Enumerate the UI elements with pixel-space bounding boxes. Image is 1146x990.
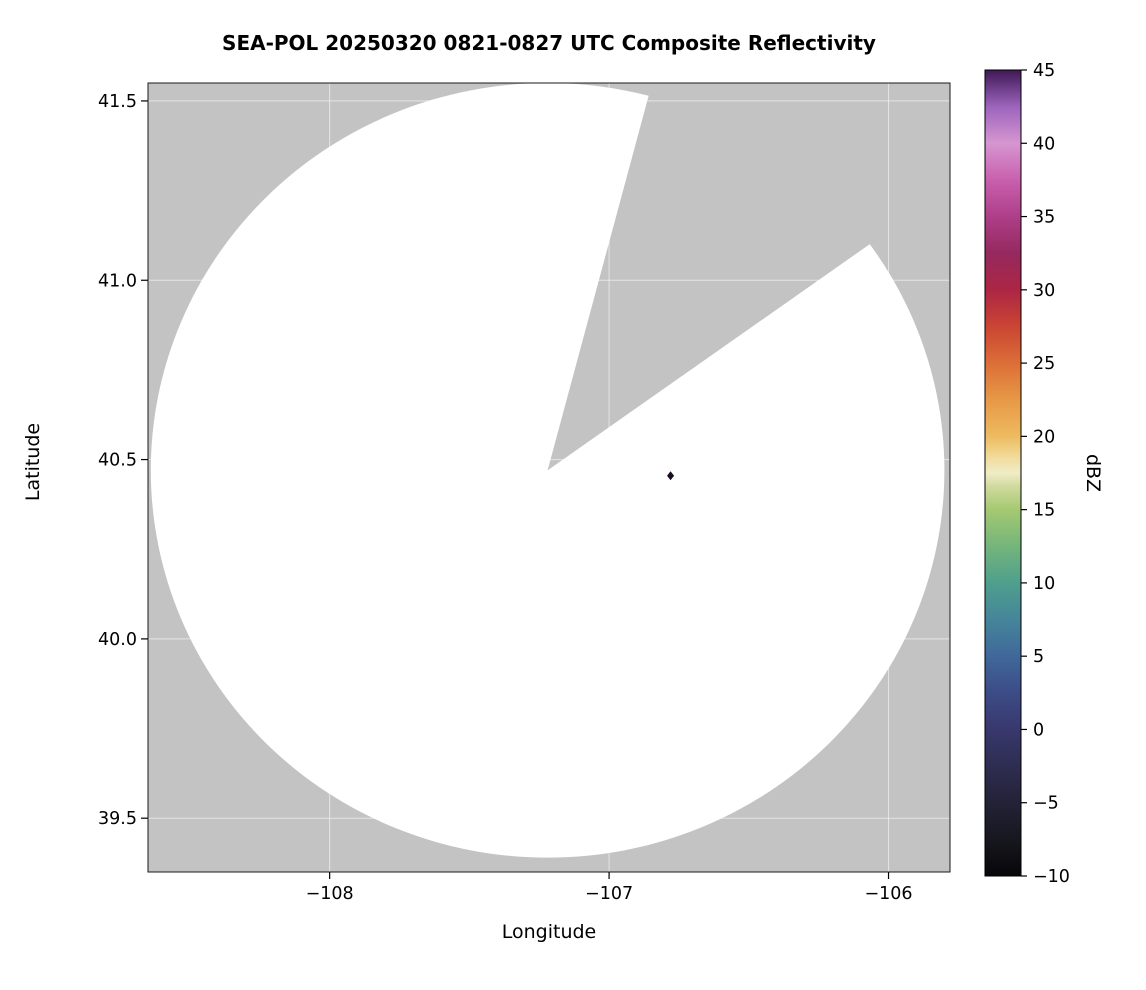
y-tick-label: 39.5 — [98, 809, 137, 829]
y-tick-label: 41.0 — [98, 271, 137, 291]
x-tick-label: −108 — [306, 884, 354, 904]
colorbar-tick-label: 35 — [1033, 208, 1055, 228]
chart-title: SEA-POL 20250320 0821-0827 UTC Composite… — [222, 31, 876, 55]
colorbar-tick-label: −5 — [1033, 794, 1059, 814]
colorbar-gradient — [984, 69, 1022, 877]
y-tick-label: 40.0 — [98, 630, 137, 650]
colorbar-tick-label: 0 — [1033, 720, 1044, 740]
colorbar-tick-label: 15 — [1033, 501, 1055, 521]
y-axis-label: Latitude — [22, 422, 44, 502]
colorbar-tick-label: 30 — [1033, 281, 1055, 301]
blocked-sector-wedge — [547, 83, 950, 471]
colorbar-tick-label: 10 — [1033, 574, 1055, 594]
map-area — [148, 83, 950, 872]
y-tick-label: 40.5 — [98, 451, 137, 471]
x-tick-label: −107 — [585, 884, 633, 904]
colorbar-tick-label: 25 — [1033, 354, 1055, 374]
colorbar-label: dBZ — [1082, 453, 1104, 493]
echo-point — [667, 471, 675, 481]
y-tick-label: 41.5 — [98, 92, 137, 112]
colorbar-tick-label: 5 — [1033, 647, 1044, 667]
colorbar-tick-label: 20 — [1033, 427, 1055, 447]
colorbar-tick-label: 40 — [1033, 134, 1055, 154]
colorbar-tick-label: 45 — [1033, 61, 1055, 81]
plot-frame — [147, 82, 951, 873]
x-tick-label: −106 — [864, 884, 912, 904]
colorbar-tick-label: −10 — [1033, 867, 1070, 887]
x-axis-label: Longitude — [501, 921, 597, 943]
